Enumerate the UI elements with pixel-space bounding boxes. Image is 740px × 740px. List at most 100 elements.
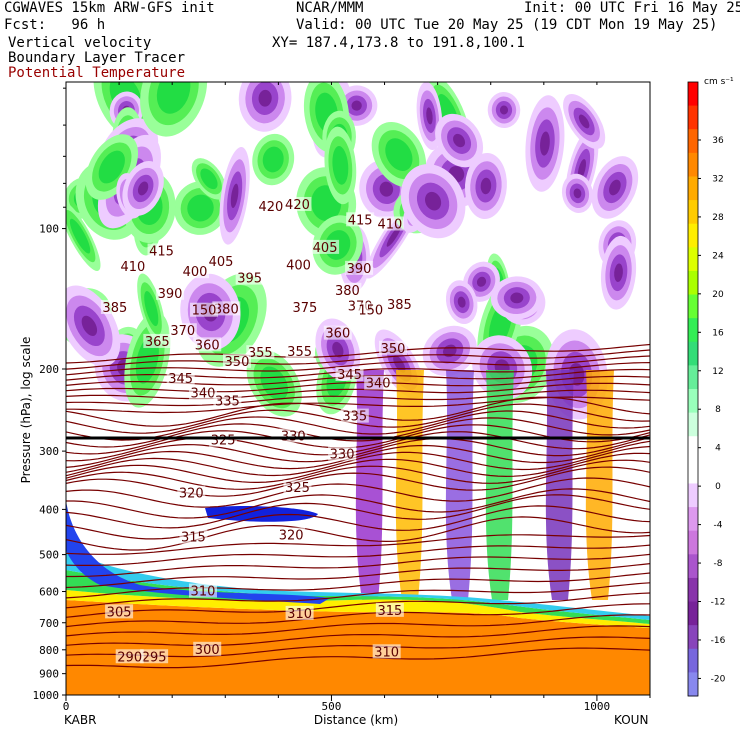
y-tick-label: 600 (39, 586, 59, 599)
theta-contour-line (66, 445, 650, 477)
contour-label-bg (379, 340, 408, 355)
contour-label-bg (188, 385, 217, 400)
contour-label: 360 (195, 338, 220, 353)
contour-label: 385 (102, 301, 127, 316)
colorbar-label: 12 (712, 367, 723, 377)
colorbar-segment (688, 459, 698, 484)
w-field-blob (453, 133, 466, 148)
shaded-field (66, 82, 650, 695)
colorbar-segment (688, 672, 698, 697)
theta-contour-line (66, 459, 650, 490)
contour-label: 415 (149, 245, 174, 260)
header-init: Init: 00 UTC Fri 16 May 25 (524, 0, 740, 16)
contour-label-bg (193, 641, 222, 656)
theta-contour-line (66, 375, 650, 393)
colorbar-segment (688, 223, 698, 248)
w-field-blob (573, 188, 582, 199)
contour-label-bg (143, 333, 172, 348)
w-field-blob (332, 145, 349, 185)
w-field-blob (98, 150, 125, 184)
contour-label: 390 (347, 262, 372, 277)
theta-contour-line (66, 437, 650, 468)
theta-contour-line (66, 431, 650, 462)
contour-label-bg (168, 323, 197, 338)
colorbar-segment (688, 625, 698, 650)
w-field-blob (480, 177, 492, 195)
contour-label: 290 (117, 650, 142, 665)
colorbar-segment (688, 389, 698, 414)
contour-label: 350 (381, 342, 406, 357)
contour-label-bg (222, 353, 251, 368)
colorbar-segment (688, 648, 698, 673)
contour-label-bg (235, 270, 264, 285)
contour-label-bg (283, 480, 312, 495)
theta-contour-line (66, 505, 650, 540)
w-field-blob (424, 191, 442, 211)
theta-contour-line (66, 494, 650, 529)
theta-contour-line (66, 572, 650, 599)
endpoint-right: KOUN (614, 713, 648, 727)
colorbar-segment (688, 412, 698, 437)
w-field-blob (540, 131, 550, 156)
colorbar-segment (688, 483, 698, 508)
contour-label-bg (340, 408, 369, 423)
x-tick-label: 500 (322, 700, 342, 713)
w-field-blob (379, 181, 394, 197)
contour-label-bg (212, 301, 241, 316)
contour-label-bg (333, 282, 362, 297)
colorbar-segment (688, 436, 698, 461)
contour-label-bg (147, 243, 176, 258)
contour-label-bg (181, 264, 210, 279)
header-left-line2: Fcst: 96 h (4, 17, 106, 33)
w-field-blob (609, 179, 621, 196)
colorbar-label: 0 (715, 482, 721, 492)
contour-label: 380 (214, 302, 239, 317)
contour-label: 150 (192, 304, 217, 319)
colorbar-segment (688, 294, 698, 319)
contour-label: 345 (337, 368, 362, 383)
contour-label: 350 (225, 355, 250, 370)
theta-contour-line (66, 452, 650, 484)
contour-label-bg (364, 375, 393, 390)
w-field-blob (578, 114, 590, 129)
contour-label-bg (285, 344, 314, 359)
colorbar-segment (688, 365, 698, 390)
colorbar-unit: cm s⁻¹ (704, 77, 734, 87)
w-field-blob (262, 146, 284, 173)
contour-label: 415 (348, 213, 373, 228)
contour-label-bg (213, 393, 242, 408)
contour-label-bg (177, 485, 206, 500)
contour-label: 315 (377, 604, 402, 619)
theta-contour-line (66, 466, 650, 497)
contour-label-bg (375, 602, 404, 617)
colorbar-segment (688, 601, 698, 626)
y-tick-label: 500 (39, 549, 59, 562)
theta-contour-line (66, 603, 650, 628)
theta-contour-line (66, 488, 650, 519)
contour-label: 390 (158, 287, 183, 302)
colorbar-segment (688, 507, 698, 532)
y-tick-label: 900 (39, 668, 59, 681)
w-field-blob (426, 107, 433, 125)
contour-label: 400 (286, 259, 311, 274)
colorbar-label: -12 (711, 598, 726, 608)
colorbar-segment (688, 105, 698, 130)
theta-contour-line (66, 410, 650, 441)
contour-label: 420 (285, 198, 310, 213)
contour-label: 310 (287, 607, 312, 622)
w-field-blob (476, 276, 487, 287)
colorbar-frame (687, 81, 699, 697)
boundary-layer-orange (66, 600, 650, 695)
contour-label-bg (311, 239, 340, 254)
w-field-column (395, 370, 424, 600)
colorbar-label: 28 (712, 213, 724, 223)
y-axis: 100 200 300 400 500 600 700 800 900 1000 (33, 87, 66, 702)
contour-label-bg (179, 529, 208, 544)
contour-label: 400 (183, 265, 208, 280)
x-axis: 0 500 1000 (63, 82, 651, 713)
contour-label-bg (188, 583, 217, 598)
upper-blue-tongue (205, 506, 318, 522)
theta-contour-line (66, 349, 650, 370)
contour-label: 410 (120, 260, 145, 275)
